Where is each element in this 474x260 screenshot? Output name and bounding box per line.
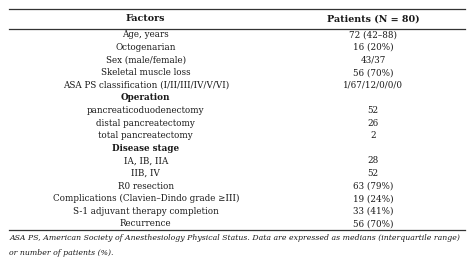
Text: 26: 26 (368, 119, 379, 128)
Text: 52: 52 (368, 169, 379, 178)
Text: Complications (Clavien–Dindo grade ≥III): Complications (Clavien–Dindo grade ≥III) (53, 194, 239, 203)
Text: 16 (20%): 16 (20%) (353, 43, 393, 52)
Text: pancreaticoduodenectomy: pancreaticoduodenectomy (87, 106, 205, 115)
Text: Disease stage: Disease stage (112, 144, 179, 153)
Text: Operation: Operation (121, 93, 171, 102)
Text: Factors: Factors (126, 14, 165, 23)
Text: 33 (41%): 33 (41%) (353, 207, 393, 216)
Text: 43/37: 43/37 (361, 56, 386, 64)
Text: ASA PS classification (I/II/III/IV/V/VI): ASA PS classification (I/II/III/IV/V/VI) (63, 81, 229, 90)
Text: IIB, IV: IIB, IV (131, 169, 160, 178)
Text: Patients (N = 80): Patients (N = 80) (327, 14, 419, 23)
Text: Age, years: Age, years (122, 30, 169, 40)
Text: ASA PS, American Society of Anesthesiology Physical Status. Data are expressed a: ASA PS, American Society of Anesthesiolo… (9, 234, 460, 242)
Text: 1/67/12/0/0/0: 1/67/12/0/0/0 (343, 81, 403, 90)
Text: 56 (70%): 56 (70%) (353, 219, 393, 228)
Text: or number of patients (%).: or number of patients (%). (9, 249, 114, 257)
Text: Octogenarian: Octogenarian (116, 43, 176, 52)
Text: S-1 adjuvant therapy completion: S-1 adjuvant therapy completion (73, 207, 219, 216)
Text: 72 (42–88): 72 (42–88) (349, 30, 397, 40)
Text: 2: 2 (371, 131, 376, 140)
Text: 19 (24%): 19 (24%) (353, 194, 393, 203)
Text: R0 resection: R0 resection (118, 181, 174, 191)
Text: Recurrence: Recurrence (120, 219, 172, 228)
Text: 28: 28 (368, 156, 379, 165)
Text: 63 (79%): 63 (79%) (353, 181, 393, 191)
Text: Skeletal muscle loss: Skeletal muscle loss (101, 68, 191, 77)
Text: Sex (male/female): Sex (male/female) (106, 56, 186, 64)
Text: 56 (70%): 56 (70%) (353, 68, 393, 77)
Text: total pancreatectomy: total pancreatectomy (99, 131, 193, 140)
Text: distal pancreatectomy: distal pancreatectomy (96, 119, 195, 128)
Text: 52: 52 (368, 106, 379, 115)
Text: IA, IB, IIA: IA, IB, IIA (124, 156, 168, 165)
